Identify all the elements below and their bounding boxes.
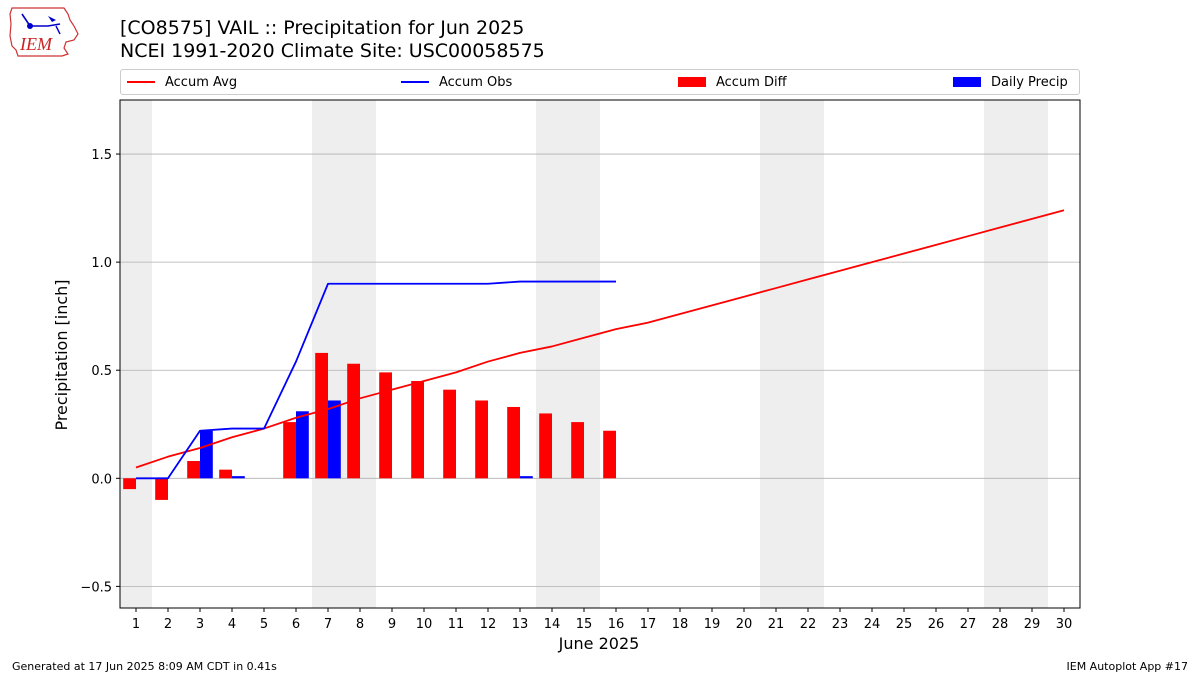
weekend-shading xyxy=(120,100,1048,608)
accum-diff-bar xyxy=(443,389,456,479)
y-tick-label: 0.5 xyxy=(91,364,112,379)
iem-logo: IEM xyxy=(9,7,79,57)
accum-diff-bar xyxy=(539,413,552,479)
weekend-band xyxy=(984,100,1016,608)
line-series xyxy=(135,209,1065,480)
accum-obs-line xyxy=(136,280,616,480)
weekend-band xyxy=(568,100,600,608)
app-label: IEM Autoplot App #17 xyxy=(1066,660,1189,673)
x-tick-label: 15 xyxy=(576,617,593,632)
daily-precip-bar xyxy=(520,476,533,479)
accum-diff-bar xyxy=(123,478,136,490)
legend-item-daily-precip: Daily Precip xyxy=(953,70,1068,94)
accum-diff-bar xyxy=(475,400,488,479)
x-tick-label: 12 xyxy=(480,617,497,632)
x-tick-label: 19 xyxy=(704,617,721,632)
accum-diff-bar xyxy=(315,352,328,479)
x-tick-label: 23 xyxy=(832,617,849,632)
accum-diff-bar xyxy=(155,478,168,500)
x-tick-label: 16 xyxy=(608,617,625,632)
accum-diff-bar xyxy=(219,469,232,479)
legend-swatch-daily-precip xyxy=(953,77,981,87)
x-axis-ticks: 1 2 3 4 5 6 7 8 9 10 11 12 13 14 15 16 17 18 19 20 21 22 23 24 2… xyxy=(132,608,1072,632)
weekend-band xyxy=(536,100,568,608)
weekend-band xyxy=(792,100,824,608)
y-tick-label: 0.0 xyxy=(91,472,112,487)
x-tick-label: 24 xyxy=(864,617,881,632)
y-axis-ticks: −0.5 0.0 0.5 1.0 1.5 xyxy=(80,148,120,595)
accum-diff-bar xyxy=(603,430,616,479)
weekend-band xyxy=(760,100,792,608)
x-tick-label: 3 xyxy=(196,617,204,632)
x-tick-label: 10 xyxy=(416,617,433,632)
x-tick-label: 11 xyxy=(448,617,465,632)
accum-diff-bar xyxy=(283,422,296,479)
x-tick-label: 13 xyxy=(512,617,529,632)
y-tick-label: 1.5 xyxy=(91,148,112,163)
x-tick-label: 6 xyxy=(292,617,300,632)
accum-avg-line xyxy=(135,209,1065,469)
accum-diff-bar xyxy=(571,422,584,479)
grid-lines xyxy=(120,153,1080,587)
daily-precip-bar xyxy=(232,476,245,479)
chart-title: [CO8575] VAIL :: Precipitation for Jun 2… xyxy=(120,17,525,39)
y-axis-label: Precipitation [inch] xyxy=(52,279,71,430)
accum-diff-bar xyxy=(187,461,200,479)
weekend-band xyxy=(120,100,152,608)
daily-precip-bar xyxy=(296,411,309,479)
legend-swatch-accum-diff xyxy=(678,77,706,87)
plot-frame xyxy=(119,99,1081,609)
x-tick-label: 2 xyxy=(164,617,172,632)
x-tick-label: 26 xyxy=(928,617,945,632)
x-tick-label: 8 xyxy=(356,617,364,632)
x-tick-label: 27 xyxy=(960,617,977,632)
x-tick-label: 14 xyxy=(544,617,561,632)
legend-label-accum-diff: Accum Diff xyxy=(716,74,787,90)
accum-diff-bar xyxy=(379,372,392,479)
legend-label-accum-avg: Accum Avg xyxy=(165,74,238,90)
x-tick-label: 21 xyxy=(768,617,785,632)
x-tick-label: 5 xyxy=(260,617,268,632)
chart-legend: Accum Avg Accum Obs Accum Diff Daily Pre… xyxy=(120,69,1080,95)
y-tick-label: −0.5 xyxy=(80,580,112,595)
legend-item-accum-avg: Accum Avg xyxy=(127,70,237,94)
x-tick-label: 25 xyxy=(896,617,913,632)
x-tick-label: 9 xyxy=(388,617,396,632)
x-tick-label: 20 xyxy=(736,617,753,632)
accum-diff-bar xyxy=(411,381,424,479)
bar-series xyxy=(123,352,616,500)
x-tick-label: 18 xyxy=(672,617,689,632)
legend-label-daily-precip: Daily Precip xyxy=(991,74,1068,90)
weekend-band xyxy=(344,100,376,608)
legend-item-accum-obs: Accum Obs xyxy=(401,70,512,94)
logo-text: IEM xyxy=(19,34,53,54)
x-tick-label: 29 xyxy=(1024,617,1041,632)
x-tick-label: 7 xyxy=(324,617,332,632)
chart-subtitle: NCEI 1991-2020 Climate Site: USC00058575 xyxy=(120,40,545,62)
weekend-band xyxy=(1016,100,1048,608)
y-tick-label: 1.0 xyxy=(91,256,112,271)
x-tick-label: 30 xyxy=(1056,617,1073,632)
plot-border xyxy=(119,99,1081,609)
legend-label-accum-obs: Accum Obs xyxy=(439,74,513,90)
legend-item-accum-diff: Accum Diff xyxy=(678,70,787,94)
accum-diff-bar xyxy=(347,363,360,479)
generated-timestamp: Generated at 17 Jun 2025 8:09 AM CDT in … xyxy=(12,660,277,673)
x-tick-label: 1 xyxy=(132,617,140,632)
daily-precip-bar xyxy=(200,430,213,479)
x-tick-label: 28 xyxy=(992,617,1009,632)
accum-diff-bar xyxy=(507,406,520,479)
legend-swatch-accum-avg xyxy=(127,81,155,83)
x-tick-label: 17 xyxy=(640,617,657,632)
x-axis-label: June 2025 xyxy=(558,634,640,653)
x-tick-label: 22 xyxy=(800,617,817,632)
daily-precip-bar xyxy=(328,400,341,479)
x-tick-label: 4 xyxy=(228,617,236,632)
legend-swatch-accum-obs xyxy=(401,81,429,83)
